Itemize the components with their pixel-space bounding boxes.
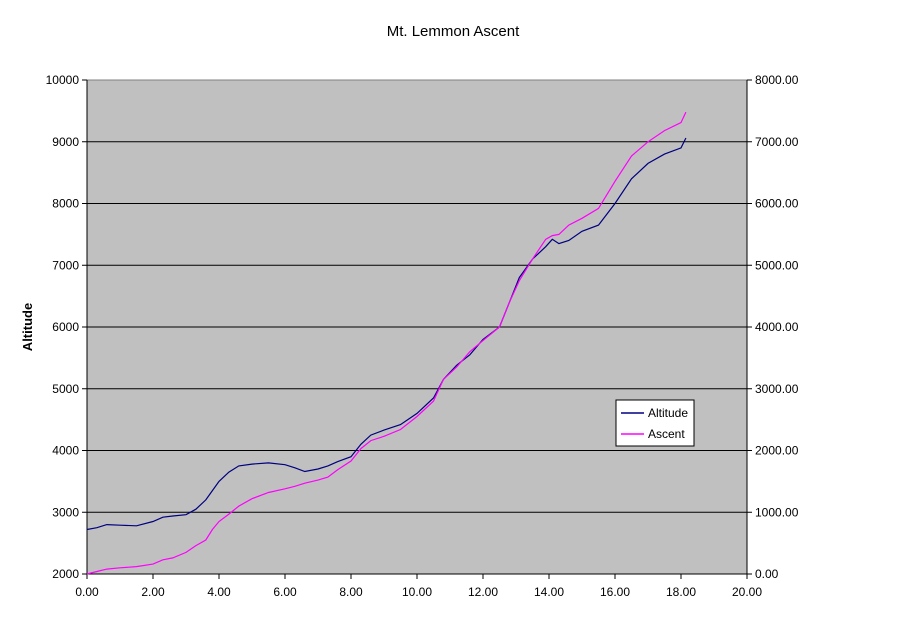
x-tick-label: 18.00 [666,585,696,599]
y2-tick-label: 0.00 [755,567,779,581]
y-tick-label: 7000 [52,258,79,272]
y2-tick-label: 5000.00 [755,258,799,272]
x-tick-label: 0.00 [75,585,99,599]
y-tick-label: 3000 [52,505,79,519]
y2-tick-label: 6000.00 [755,197,799,211]
y-tick-label: 2000 [52,567,79,581]
legend-label-altitude: Altitude [648,406,688,420]
y-tick-label: 4000 [52,444,79,458]
x-tick-label: 20.00 [732,585,762,599]
y-tick-label: 8000 [52,197,79,211]
x-tick-label: 4.00 [207,585,231,599]
y2-tick-label: 3000.00 [755,382,799,396]
y2-tick-label: 8000.00 [755,73,799,87]
y-axis-label: Altitude [20,303,35,351]
series-line-altitude [86,137,687,531]
legend-box [615,399,695,447]
x-tick-label: 6.00 [273,585,297,599]
x-tick-label: 12.00 [468,585,498,599]
y2-tick-label: 4000.00 [755,320,799,334]
y2-tick-label: 2000.00 [755,444,799,458]
chart-title: Mt. Lemmon Ascent [387,23,520,40]
series-line-ascent [86,111,687,575]
x-tick-label: 14.00 [534,585,564,599]
y-tick-label: 5000 [52,382,79,396]
y-tick-label: 9000 [52,135,79,149]
x-tick-label: 10.00 [402,585,432,599]
y2-tick-label: 7000.00 [755,135,799,149]
x-tick-label: 2.00 [141,585,165,599]
y2-tick-label: 1000.00 [755,505,799,519]
y-tick-label: 10000 [46,73,80,87]
x-tick-label: 8.00 [339,585,363,599]
legend: Altitude Ascent [615,399,695,447]
y-tick-label: 6000 [52,320,79,334]
plot-layer: 2000 3000 4000 5000 6000 7000 8000 9000 10000 0.0… [20,73,799,599]
legend-label-ascent: Ascent [648,427,685,441]
x-tick-label: 16.00 [600,585,630,599]
